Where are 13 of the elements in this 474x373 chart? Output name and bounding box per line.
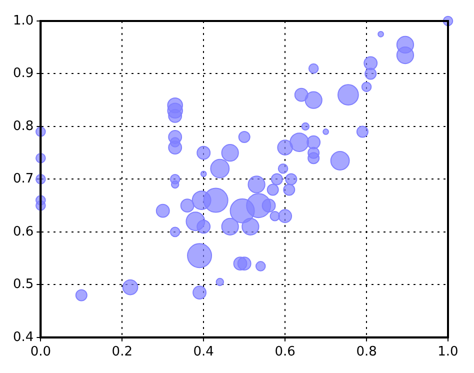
y-tick-label: 0.4: [12, 330, 34, 345]
y-tick-label: 0.6: [12, 224, 34, 240]
y-tick-label: 0.7: [12, 172, 34, 187]
x-tick-label: 0.0: [30, 344, 52, 360]
y-tick-label: 0.5: [12, 277, 34, 292]
x-tick-label: 1.0: [438, 344, 458, 360]
y-tick-label: 0.9: [12, 66, 34, 82]
x-tick-label: 0.8: [356, 344, 377, 360]
x-tick-label: 0.4: [193, 344, 214, 360]
x-tick-label: 0.6: [274, 344, 296, 360]
x-tick-label: 0.2: [112, 344, 132, 360]
y-tick-label: 1.0: [12, 13, 34, 28]
y-tick-label: 0.8: [12, 118, 34, 134]
